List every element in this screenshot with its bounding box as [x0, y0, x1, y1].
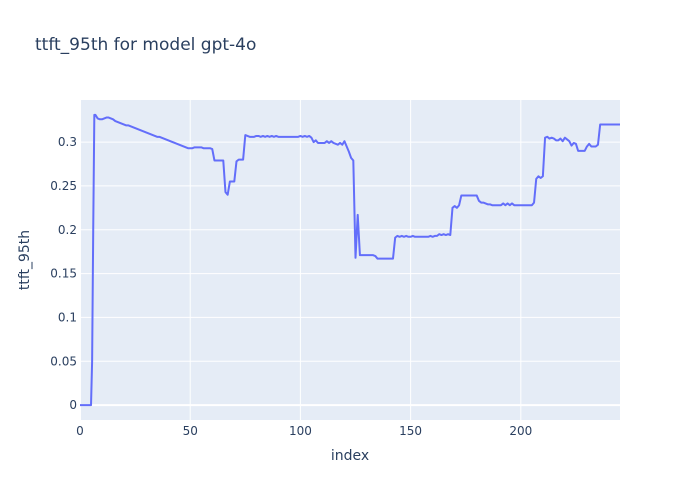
series-line: [80, 113, 620, 407]
tick-labels: 0 0.05 0.1 0.15 0.2 0.25 0.3 0 50 100 150 200: [50, 135, 532, 438]
y-tick-label: 0.3: [58, 135, 77, 149]
x-tick-label: 0: [76, 424, 84, 438]
chart-title: ttft_95th for model gpt-4o: [35, 35, 256, 55]
x-tick-label: 50: [183, 424, 198, 438]
series-group: [80, 113, 620, 407]
x-tick-label: 100: [289, 424, 312, 438]
y-tick-label: 0.05: [50, 354, 77, 368]
plot-area: [80, 100, 620, 420]
gridlines: [79, 100, 620, 420]
y-axis-title: ttft_95th: [17, 230, 33, 290]
x-tick-label: 150: [399, 424, 422, 438]
y-tick-label: 0.1: [58, 310, 77, 324]
y-tick-label: 0.15: [50, 267, 77, 281]
x-axis-title: index: [331, 448, 369, 464]
y-tick-label: 0: [69, 398, 77, 412]
y-tick-label: 0.2: [58, 223, 77, 237]
y-tick-label: 0.25: [50, 179, 77, 193]
x-tick-label: 200: [509, 424, 532, 438]
